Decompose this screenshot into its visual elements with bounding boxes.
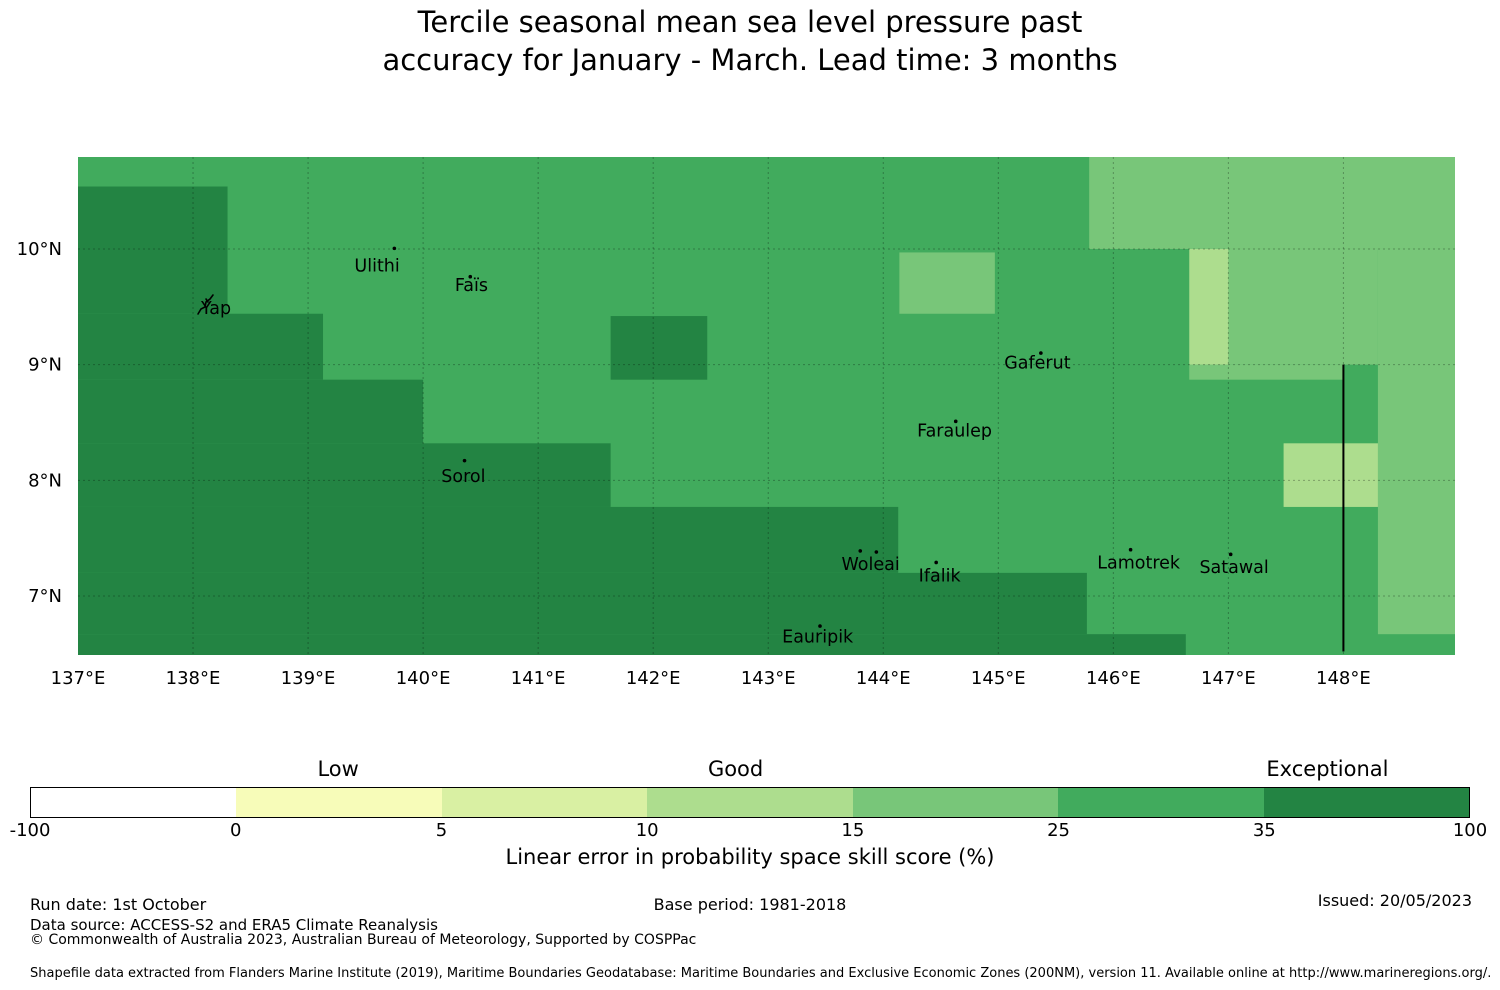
island-dot-marker: [1128, 547, 1133, 552]
island-dot-marker: [934, 560, 938, 565]
chart-title-line1: Tercile seasonal mean sea level pressure…: [417, 5, 1083, 39]
colorbar-category-label-good: Good: [707, 757, 764, 781]
shapefile-attribution-text: Shapefile data extracted from Flanders M…: [30, 966, 1492, 981]
base-period-text: Base period: 1981-2018: [653, 895, 847, 914]
x-axis-tick-label: 144°E: [856, 668, 911, 689]
colorbar-segment: [236, 788, 442, 817]
map-cell: [78, 379, 424, 444]
colorbar-tick-label: 100: [1452, 820, 1488, 841]
colorbar-tick-label: 15: [841, 820, 865, 841]
island-dot-marker: [953, 419, 958, 424]
place-label-woleai: Woleai: [842, 555, 900, 575]
place-label-satawal: Satawal: [1199, 558, 1268, 578]
colorbar-tick-label: 0: [229, 820, 242, 841]
chart-title: Tercile seasonal mean sea level pressure…: [0, 3, 1500, 79]
x-axis-tick-label: 147°E: [1201, 668, 1256, 689]
map-cell: [78, 506, 899, 573]
island-dot-marker: [392, 246, 397, 251]
colorbar-tick-label: -100: [9, 820, 51, 841]
yap-islands-marker: [197, 294, 214, 315]
place-label-sorol: Sorol: [441, 467, 485, 487]
map-cell: [1089, 157, 1455, 249]
chart-title-line2: accuracy for January - March. Lead time:…: [382, 43, 1118, 77]
place-label-lamotrek: Lamotrek: [1097, 554, 1181, 574]
place-label-faraulep: Faraulep: [917, 422, 992, 442]
colorbar-segment: [647, 788, 853, 817]
x-axis-tick-label: 141°E: [511, 668, 566, 689]
colorbar-tick-label: 5: [435, 820, 448, 841]
island-dot-marker: [1039, 351, 1043, 355]
map-cell: [1189, 364, 1344, 380]
map-cell: [1377, 248, 1455, 635]
colorbar: [30, 787, 1470, 818]
x-axis-tick-label: 148°E: [1316, 668, 1371, 689]
run-date-text: Run date: 1st October: [30, 895, 207, 914]
colorbar-axis-label: Linear error in probability space skill …: [505, 845, 995, 869]
map-cell: [1189, 248, 1229, 365]
map-cell: [78, 572, 1087, 635]
map-cell: [610, 316, 708, 380]
colorbar-segment: [441, 788, 648, 817]
y-axis-tick-label: 7°N: [28, 586, 62, 607]
colorbar-segment: [852, 788, 1059, 817]
place-label-yap: Yap: [200, 299, 231, 319]
x-axis-tick-label: 146°E: [1086, 668, 1141, 689]
colorbar-category-label-exceptional: Exceptional: [1266, 757, 1389, 781]
x-axis-tick-label: 140°E: [396, 668, 451, 689]
island-dot-marker: [468, 274, 473, 279]
x-axis-tick-label: 139°E: [281, 668, 336, 689]
island-dot-marker: [462, 458, 467, 463]
place-label-ifalik: Ifalik: [919, 566, 962, 586]
x-axis-tick-label: 142°E: [626, 668, 681, 689]
x-axis-tick-label: 143°E: [741, 668, 796, 689]
colorbar-tick-label: 35: [1252, 820, 1276, 841]
x-axis-tick-label: 138°E: [166, 668, 221, 689]
x-axis-tick-label: 145°E: [971, 668, 1026, 689]
data-source-text: Data source: ACCESS-S2 and ERA5 Climate …: [30, 916, 438, 934]
map-cell: [1283, 443, 1378, 507]
colorbar-tick-label: 10: [635, 820, 659, 841]
island-dot-marker: [818, 624, 822, 628]
map-cell: [899, 252, 995, 314]
place-label-ulithi: Ulithi: [354, 256, 399, 276]
place-label-gaferut: Gaferut: [1004, 353, 1070, 373]
place-label-fas: Faïs: [455, 276, 488, 296]
colorbar-segment: [31, 788, 237, 817]
island-dot-marker: [1228, 552, 1233, 557]
map-cell: [1228, 248, 1378, 365]
x-axis-tick-label: 137°E: [51, 668, 106, 689]
issued-date-text: Issued: 20/05/2023: [1317, 891, 1472, 910]
y-axis-tick-label: 9°N: [28, 355, 62, 376]
y-axis-tick-label: 8°N: [28, 470, 62, 491]
colorbar-segment: [1263, 788, 1469, 817]
y-axis-tick-label: 10°N: [17, 239, 62, 260]
skill-map: Yap Ulithi Faïs Sorol Gaferut Faraulep Woleai I…: [17, 157, 1455, 689]
colorbar-tick-label: 25: [1047, 820, 1071, 841]
place-label-eauripik: Eauripik: [782, 628, 854, 648]
map-cell: [78, 443, 611, 507]
island-dot-marker: [858, 549, 863, 553]
map-cell: [78, 634, 1186, 655]
map-cell: [78, 186, 228, 314]
colorbar-segment: [1058, 788, 1264, 817]
copyright-text: © Commonwealth of Australia 2023, Austra…: [30, 932, 697, 948]
island-dot-marker: [874, 550, 879, 554]
colorbar-category-label-low: Low: [317, 757, 359, 781]
map-cell: [78, 313, 324, 380]
